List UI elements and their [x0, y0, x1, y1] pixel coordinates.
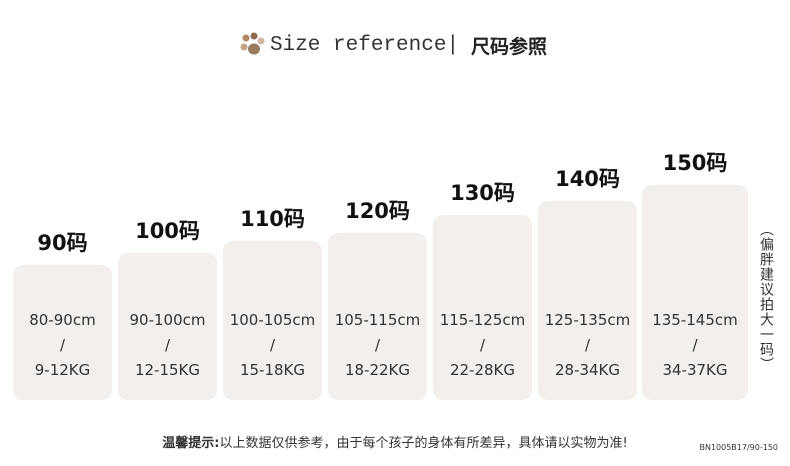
size-card: [223, 241, 322, 400]
title-en: Size reference: [270, 33, 447, 57]
height-range: 125-135cm: [544, 311, 631, 329]
title-cn: 尺码参照: [471, 35, 548, 58]
slash: /: [59, 336, 66, 354]
size-label: 110码: [240, 207, 305, 231]
weight-range: 28-34KG: [554, 361, 621, 379]
paw-icon: [240, 32, 265, 55]
footer-text: 以上数据仅供参考，由于每个孩子的身体有所差异，具体请以实物为准!: [219, 436, 628, 451]
height-range: 135-145cm: [652, 311, 738, 329]
weight-range: 34-37KG: [662, 361, 728, 379]
size-card: [13, 265, 112, 400]
footer: 温馨提示:以上数据仅供参考，由于每个孩子的身体有所差异，具体请以实物为准!: [0, 432, 790, 451]
weight-range: 9-12KG: [34, 361, 91, 379]
height-range: 115-125cm: [439, 311, 526, 329]
size-card: [118, 253, 217, 400]
size-label: 100码: [135, 219, 200, 243]
size-label: 90码: [37, 231, 88, 255]
size-label: 130码: [450, 181, 515, 205]
title: Size reference | 尺码参照: [240, 30, 547, 60]
size-label: 120码: [345, 199, 410, 223]
weight-range: 15-18KG: [239, 361, 306, 379]
size-card: [328, 233, 427, 400]
height-range: 100-105cm: [229, 311, 316, 329]
title-separator: |: [446, 33, 460, 57]
height-range: 90-100cm: [129, 311, 206, 329]
code: BN1005B17/90-150: [699, 443, 778, 452]
slash: /: [269, 336, 276, 354]
slash: /: [374, 336, 381, 354]
height-range: 80-90cm: [29, 311, 96, 329]
weight-range: 22-28KG: [449, 361, 516, 379]
weight-range: 18-22KG: [344, 361, 411, 379]
size-label: 150码: [662, 151, 728, 175]
slash: /: [584, 336, 591, 354]
size-card: [433, 215, 532, 400]
size-card: [642, 185, 748, 400]
slash: /: [479, 336, 486, 354]
footer-prefix: 温馨提示:: [162, 436, 220, 451]
size-label: 140码: [555, 167, 620, 191]
height-range: 105-115cm: [334, 311, 421, 329]
side-note: （偏胖建议拍大一码）: [758, 222, 774, 372]
size-card: [538, 201, 637, 400]
slash: /: [164, 336, 171, 354]
weight-range: 12-15KG: [134, 361, 201, 379]
slash: /: [692, 336, 698, 354]
